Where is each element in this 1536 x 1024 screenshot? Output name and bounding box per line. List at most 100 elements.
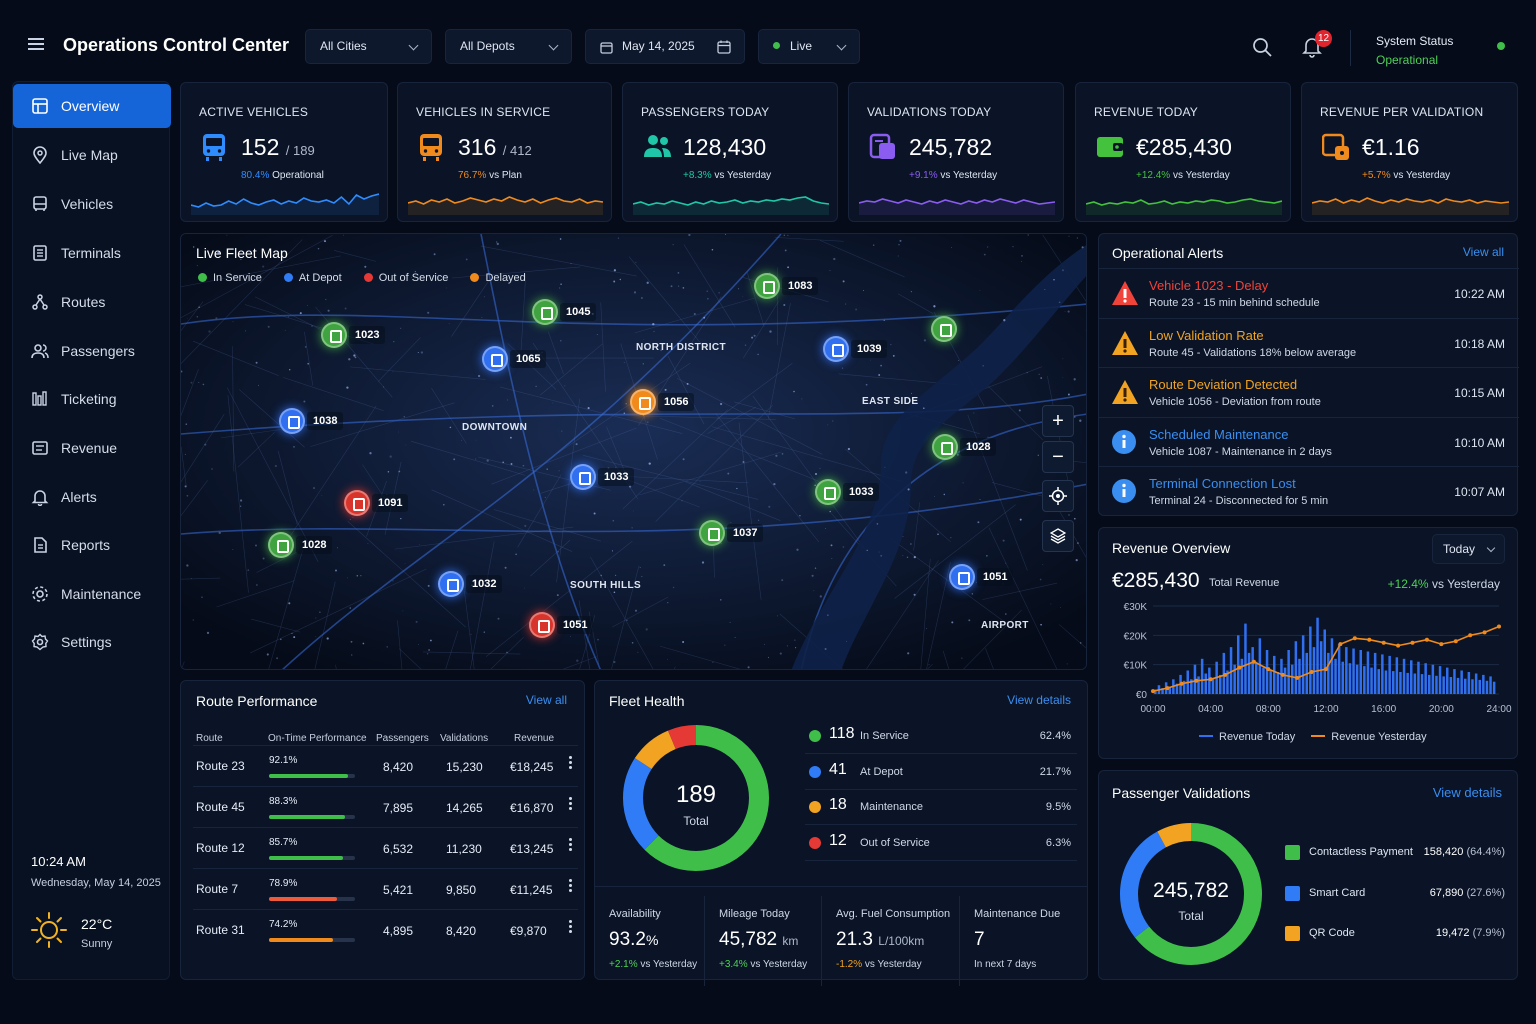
vehicle-id-label: 1083 bbox=[782, 277, 819, 295]
alerts-view-all-link[interactable]: View all bbox=[1462, 245, 1504, 259]
revenue-period-dropdown[interactable]: Today bbox=[1432, 534, 1505, 564]
kpi-card-vehicles-in-service[interactable]: VEHICLES IN SERVICE 316 / 412 76.7% vs Pla… bbox=[397, 82, 612, 222]
vehicle-marker-out[interactable] bbox=[529, 612, 555, 638]
live-fleet-map[interactable]: Live Fleet Map In Service At Depot Out of … bbox=[180, 233, 1087, 670]
revenue-yesterday-point bbox=[1208, 677, 1213, 682]
depot-filter-dropdown[interactable]: All Depots bbox=[445, 29, 572, 64]
table-row[interactable]: Route 45 88.3% 7,895 14,265 €16,870 bbox=[193, 786, 578, 827]
bell-icon[interactable] bbox=[1302, 36, 1322, 58]
search-icon[interactable] bbox=[1252, 37, 1272, 57]
table-row[interactable]: Route 31 74.2% 4,895 8,420 €9,870 bbox=[193, 909, 578, 950]
vehicle-marker-depot[interactable] bbox=[823, 336, 849, 362]
zoom-out-button[interactable]: − bbox=[1042, 441, 1074, 473]
kpi-delta-text: Operational bbox=[272, 170, 324, 181]
revenue-bar bbox=[1233, 664, 1236, 694]
date-picker[interactable]: May 14, 2025 bbox=[585, 29, 745, 64]
vehicle-marker-service[interactable] bbox=[699, 520, 725, 546]
table-row[interactable]: Route 7 78.9% 5,421 9,850 €11,245 bbox=[193, 868, 578, 909]
layers-button[interactable] bbox=[1042, 520, 1074, 552]
sidebar-item-alerts[interactable]: Alerts bbox=[13, 475, 171, 519]
kpi-card-passengers-today[interactable]: PASSENGERS TODAY 128,430 +8.3% vs Yesterda… bbox=[622, 82, 838, 222]
settings-icon bbox=[31, 633, 49, 651]
revenue-bar bbox=[1453, 669, 1456, 694]
alert-description: Vehicle 1056 - Deviation from route bbox=[1149, 396, 1321, 408]
alert-time: 10:07 AM bbox=[1454, 485, 1505, 499]
alert-item[interactable]: Terminal Connection Lost Terminal 24 - Di… bbox=[1099, 466, 1519, 515]
vehicle-marker-service[interactable] bbox=[815, 479, 841, 505]
revenue-bar bbox=[1197, 676, 1200, 694]
sidebar-item-overview[interactable]: Overview bbox=[13, 84, 171, 128]
kpi-card-validations-today[interactable]: VALIDATIONS TODAY 245,782 +9.1% vs Yesterd… bbox=[848, 82, 1064, 222]
revenue-bar bbox=[1406, 672, 1409, 694]
revenue-bar bbox=[1384, 670, 1388, 694]
document-icon bbox=[34, 537, 47, 553]
sidebar-item-terminals[interactable]: Terminals bbox=[13, 231, 171, 275]
vehicle-marker-service[interactable] bbox=[321, 322, 347, 348]
sidebar-item-vehicles[interactable]: Vehicles bbox=[13, 182, 171, 226]
table-row[interactable]: Route 12 85.7% 6,532 11,230 €13,245 bbox=[193, 827, 578, 868]
sidebar-item-maintenance[interactable]: Maintenance bbox=[13, 572, 171, 616]
route-view-all-link[interactable]: View all bbox=[525, 693, 567, 707]
vehicle-marker-depot[interactable] bbox=[570, 464, 596, 490]
zoom-in-button[interactable]: + bbox=[1042, 405, 1074, 437]
sidebar-item-passengers[interactable]: Passengers bbox=[13, 329, 171, 373]
sidebar-item-routes[interactable]: Routes bbox=[13, 280, 171, 324]
kpi-value-number: 152 bbox=[241, 134, 280, 160]
legend-item-in-service: In Service bbox=[198, 272, 262, 284]
more-options-icon[interactable] bbox=[569, 802, 572, 805]
more-options-icon[interactable] bbox=[569, 843, 572, 846]
fleet-status-percent: 9.5% bbox=[1045, 801, 1071, 813]
live-mode-dropdown[interactable]: Live bbox=[758, 29, 860, 64]
menu-icon[interactable] bbox=[28, 38, 44, 50]
vehicle-marker-depot[interactable] bbox=[279, 408, 305, 434]
vehicle-marker-out[interactable] bbox=[344, 490, 370, 516]
kpi-value-total: / 412 bbox=[502, 143, 532, 158]
vehicle-marker-depot[interactable] bbox=[482, 346, 508, 372]
revenue-yesterday-point bbox=[1410, 640, 1415, 645]
alert-description: Route 23 - 15 min behind schedule bbox=[1149, 297, 1320, 309]
kpi-card-revenue-per-validation[interactable]: REVENUE PER VALIDATION €1.16 +5.7% vs Yest… bbox=[1301, 82, 1518, 222]
fleet-stat-number: 7 bbox=[974, 929, 985, 950]
fleet-stat-value: 45,782 km bbox=[719, 929, 798, 951]
vehicle-marker-delayed[interactable] bbox=[630, 389, 656, 415]
info-icon bbox=[1112, 429, 1136, 454]
more-options-icon[interactable] bbox=[569, 884, 572, 887]
vehicle-marker-service[interactable] bbox=[268, 532, 294, 558]
sidebar-date: Wednesday, May 14, 2025 bbox=[31, 877, 161, 889]
kpi-card-revenue-today[interactable]: REVENUE TODAY €285,430 +12.4% vs Yesterday bbox=[1075, 82, 1291, 222]
more-options-icon[interactable] bbox=[569, 925, 572, 928]
on-time-bar-fill bbox=[269, 856, 343, 860]
locate-button[interactable] bbox=[1042, 480, 1074, 512]
sidebar-item-ticketing[interactable]: Ticketing bbox=[13, 377, 171, 421]
vehicle-marker-depot[interactable] bbox=[949, 564, 975, 590]
revenue-bar bbox=[1377, 669, 1380, 694]
vehicle-marker-depot[interactable] bbox=[438, 571, 464, 597]
vehicle-marker-service[interactable] bbox=[932, 434, 958, 460]
sidebar-item-reports[interactable]: Reports bbox=[13, 523, 171, 567]
legend-dot bbox=[363, 273, 373, 282]
fleet-stat-label: Avg. Fuel Consumption bbox=[836, 908, 951, 920]
legend-swatch bbox=[1285, 845, 1300, 860]
vehicle-marker-service[interactable] bbox=[754, 273, 780, 299]
table-row[interactable]: Route 23 92.1% 8,420 15,230 €18,245 bbox=[193, 745, 578, 786]
sidebar-item-settings[interactable]: Settings bbox=[13, 620, 171, 664]
revenue-bar bbox=[1373, 652, 1377, 694]
kpi-card-active-vehicles[interactable]: ACTIVE VEHICLES 152 / 189 80.4% Operationa… bbox=[180, 82, 388, 222]
revenue-yesterday-point bbox=[1179, 681, 1184, 686]
sidebar-item-live-map[interactable]: Live Map bbox=[13, 133, 171, 177]
revenue-yesterday-point bbox=[1165, 686, 1170, 691]
alert-item[interactable]: Vehicle 1023 - Delay Route 23 - 15 min be… bbox=[1099, 268, 1519, 317]
alert-item[interactable]: Route Deviation Detected Vehicle 1056 - D… bbox=[1099, 367, 1519, 416]
validations-view-details-link[interactable]: View details bbox=[1432, 785, 1502, 800]
more-options-icon[interactable] bbox=[569, 761, 572, 764]
alert-item[interactable]: Low Validation Rate Route 45 - Validation… bbox=[1099, 317, 1519, 367]
city-filter-dropdown[interactable]: All Cities bbox=[305, 29, 432, 64]
calendar-button-icon[interactable] bbox=[717, 40, 731, 54]
vehicle-marker-service[interactable] bbox=[931, 316, 957, 342]
fleet-view-details-link[interactable]: View details bbox=[1007, 693, 1071, 707]
alert-item[interactable]: Scheduled Maintenance Vehicle 1087 - Main… bbox=[1099, 416, 1519, 466]
sidebar-item-revenue[interactable]: Revenue bbox=[13, 426, 171, 470]
validation-method-label: QR Code bbox=[1309, 927, 1355, 939]
vehicle-marker-service[interactable] bbox=[532, 299, 558, 325]
fleet-status-label: At Depot bbox=[860, 765, 903, 778]
